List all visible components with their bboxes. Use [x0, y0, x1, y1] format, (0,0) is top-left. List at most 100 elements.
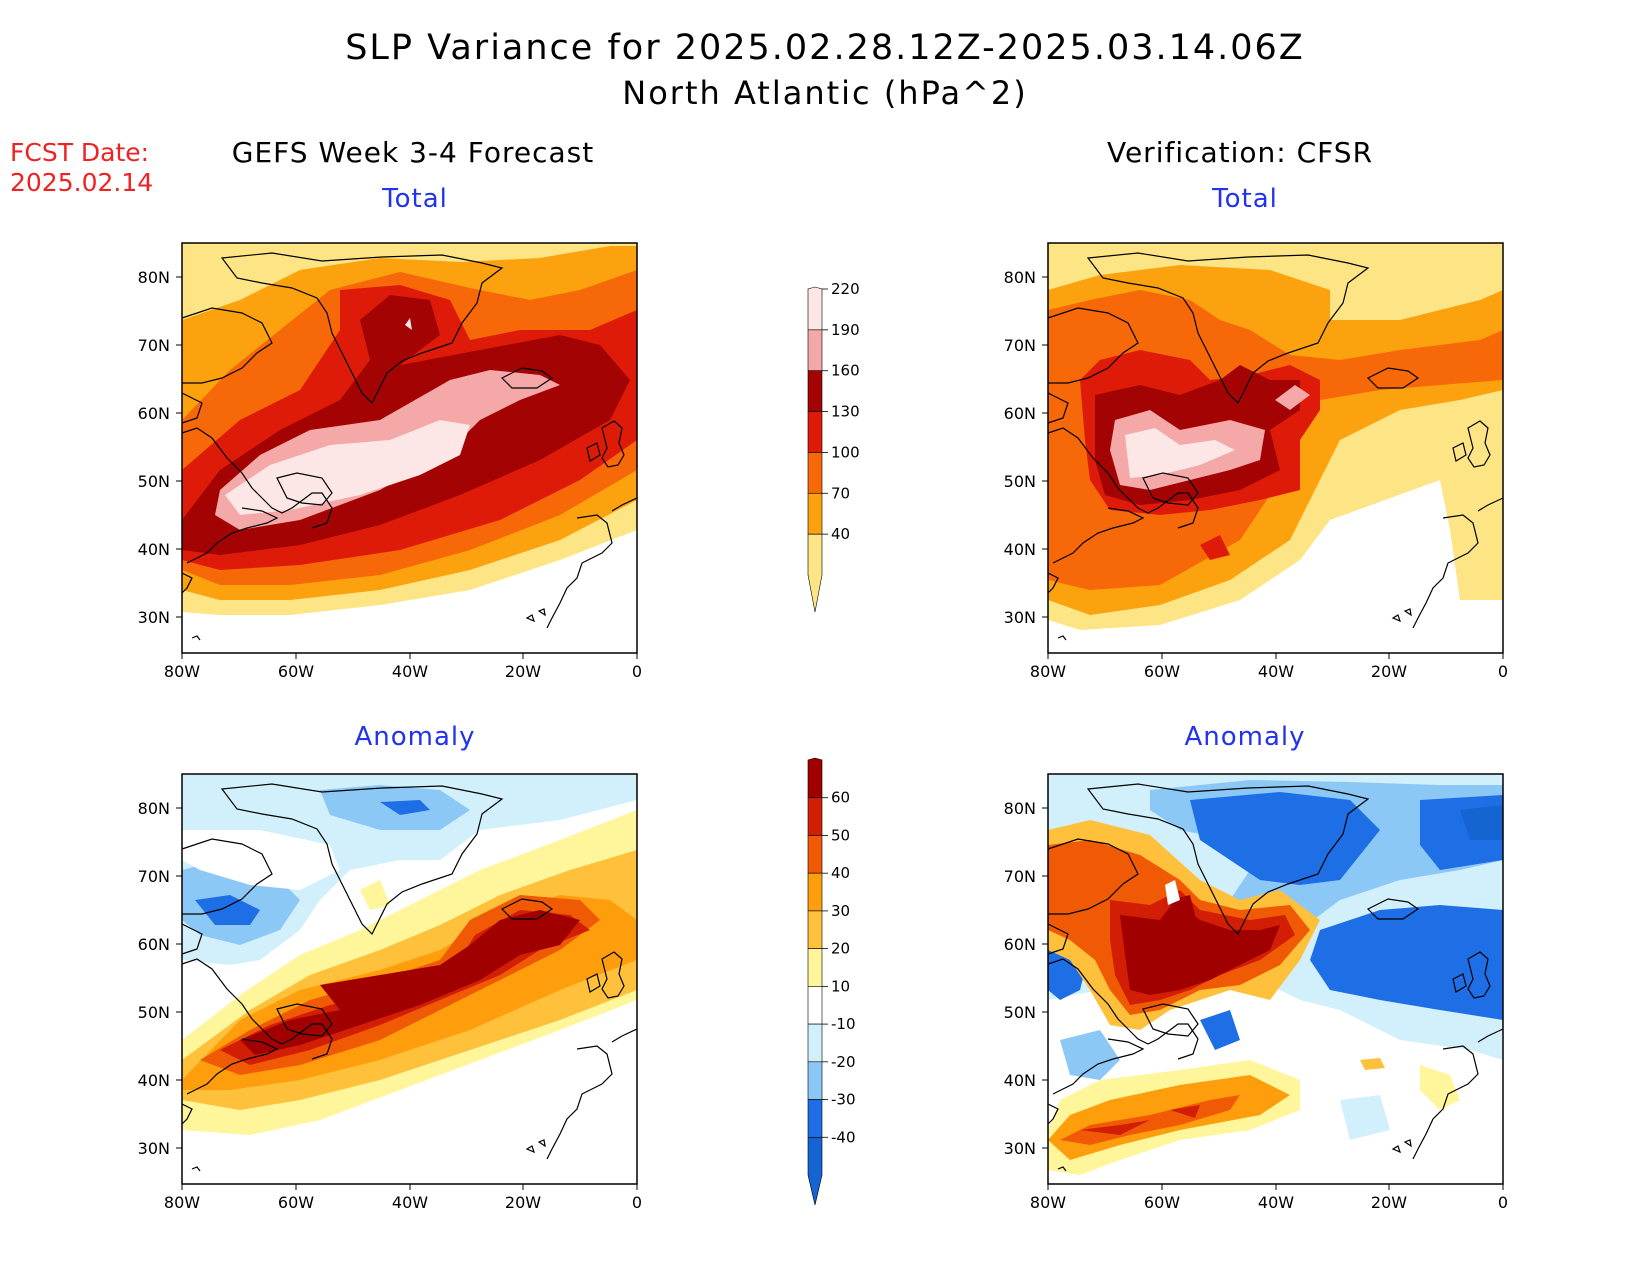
total-colorbar-bin	[807, 533, 823, 613]
lon-label-forecast-total: 80W	[164, 662, 200, 681]
total-colorbar-bin	[807, 370, 823, 412]
lat-label-forecast-total: 70N	[138, 336, 170, 355]
lon-label-forecast-anomaly: 40W	[392, 1193, 428, 1212]
verification-column-title: Verification: CFSR	[1106, 136, 1374, 169]
lat-label-forecast-total: 60N	[138, 404, 170, 423]
coastline-verification-anomaly	[1047, 783, 1504, 1172]
lon-label-verification-total: 0	[1498, 662, 1508, 681]
lat-label-forecast-anomaly: 30N	[138, 1139, 170, 1158]
anomaly-colorbar-label: -10	[831, 1015, 856, 1033]
coastline-forecast-total	[181, 252, 638, 641]
total-colorbar-bin	[807, 452, 823, 494]
lon-label-verification-anomaly: 40W	[1258, 1193, 1294, 1212]
lon-label-forecast-total: 20W	[505, 662, 541, 681]
lat-label-verification-anomaly: 80N	[1004, 799, 1036, 818]
lon-label-forecast-anomaly: 80W	[164, 1193, 200, 1212]
colorbars: 40 70 100 130 160 190 220 -40 -30 -20 -10 10 20 30 40 5…	[807, 280, 860, 1206]
total-colorbar-bin	[807, 492, 823, 535]
lat-label-forecast-anomaly: 40N	[138, 1071, 170, 1090]
lat-label-verification-total: 40N	[1004, 540, 1036, 559]
anomaly-colorbar-bin	[807, 835, 823, 874]
lat-label-verification-anomaly: 40N	[1004, 1071, 1036, 1090]
map-panel-forecast-anomaly	[182, 774, 637, 1184]
total-colorbar-label: 160	[831, 362, 860, 380]
lat-label-verification-total: 50N	[1004, 472, 1036, 491]
total-colorbar-label: 100	[831, 443, 860, 461]
anomaly-colorbar-bin	[807, 797, 823, 836]
forecast-column-title: GEFS Week 3-4 Forecast	[231, 136, 595, 169]
map-panel-verification-total	[1048, 243, 1503, 653]
lat-label-forecast-total: 40N	[138, 540, 170, 559]
lat-label-verification-anomaly: 30N	[1004, 1139, 1036, 1158]
lat-label-verification-total: 80N	[1004, 268, 1036, 287]
anomaly-colorbar-bin	[807, 948, 823, 987]
axis-ticks: 80N 70N 60N 50N 40N 30N 80W 60W 40W 20W 0 80N 70N 60N…	[138, 268, 1508, 1212]
fcst-date-value: 2025.02.14	[10, 168, 154, 197]
lat-label-forecast-total: 80N	[138, 268, 170, 287]
anomaly-colorbar-label: 60	[831, 789, 850, 807]
total-colorbar-bin	[807, 411, 823, 453]
forecast-total-title: Total	[382, 184, 448, 214]
lon-label-verification-total: 80W	[1030, 662, 1066, 681]
lon-label-verification-anomaly: 0	[1498, 1193, 1508, 1212]
lat-label-forecast-anomaly: 60N	[138, 935, 170, 954]
total-colorbar-bin	[807, 329, 823, 372]
coastline-verification-total	[1047, 252, 1504, 641]
anomaly-colorbar-label: 40	[831, 864, 850, 882]
anomaly-colorbar-label: 10	[831, 977, 850, 995]
total-colorbar-label: 70	[831, 484, 850, 502]
lon-label-verification-anomaly: 60W	[1144, 1193, 1180, 1212]
lon-label-verification-total: 20W	[1371, 662, 1407, 681]
forecast-anomaly-title: Anomaly	[354, 722, 476, 752]
lon-label-verification-total: 40W	[1258, 662, 1294, 681]
map-panel-verification-anomaly	[1048, 774, 1503, 1184]
lat-label-verification-total: 60N	[1004, 404, 1036, 423]
anomaly-colorbar-bin	[807, 1099, 823, 1138]
fcst-date-label: FCST Date:	[10, 138, 150, 167]
lat-label-forecast-total: 50N	[138, 472, 170, 491]
lat-label-forecast-anomaly: 80N	[138, 799, 170, 818]
total-colorbar-label: 220	[831, 280, 860, 298]
lat-label-verification-anomaly: 70N	[1004, 867, 1036, 886]
anomaly-colorbar-bin	[807, 872, 823, 912]
main-subtitle: North Atlantic (hPa^2)	[622, 74, 1028, 112]
lon-label-forecast-total: 40W	[392, 662, 428, 681]
lat-label-verification-anomaly: 50N	[1004, 1003, 1036, 1022]
map-panel-forecast-total	[182, 243, 637, 653]
verification-anomaly-title: Anomaly	[1184, 722, 1306, 752]
coastline-forecast-anomaly	[181, 783, 638, 1172]
anomaly-colorbar-label: -30	[831, 1091, 856, 1109]
anomaly-colorbar-bin	[807, 910, 823, 949]
lon-label-forecast-anomaly: 60W	[278, 1193, 314, 1212]
lon-label-forecast-anomaly: 20W	[505, 1193, 541, 1212]
lon-label-forecast-anomaly: 0	[632, 1193, 642, 1212]
lat-label-verification-total: 70N	[1004, 336, 1036, 355]
anomaly-colorbar-bin	[807, 986, 823, 1025]
lon-label-forecast-total: 60W	[278, 662, 314, 681]
total-colorbar-bin	[807, 286, 823, 331]
lon-label-verification-anomaly: 80W	[1030, 1193, 1066, 1212]
anomaly-colorbar-label: -40	[831, 1128, 856, 1146]
total-colorbar-label: 40	[831, 525, 850, 543]
main-title: SLP Variance for 2025.02.28.12Z-2025.03.…	[345, 28, 1305, 68]
anomaly-colorbar-label: -20	[831, 1053, 856, 1071]
lat-label-forecast-anomaly: 50N	[138, 1003, 170, 1022]
anomaly-colorbar-bin	[807, 1023, 823, 1063]
anomaly-colorbar-label: 50	[831, 826, 850, 844]
anomaly-colorbar-label: 30	[831, 902, 850, 920]
lat-label-forecast-anomaly: 70N	[138, 867, 170, 886]
lon-label-verification-total: 60W	[1144, 662, 1180, 681]
anomaly-colorbar-label: 20	[831, 940, 850, 958]
lat-label-forecast-total: 30N	[138, 608, 170, 627]
total-colorbar-label: 190	[831, 321, 860, 339]
lat-label-verification-total: 30N	[1004, 608, 1036, 627]
lat-label-verification-anomaly: 60N	[1004, 935, 1036, 954]
anomaly-colorbar-bin	[807, 757, 823, 799]
anomaly-colorbar-bin	[807, 1136, 823, 1206]
coastlines	[181, 252, 1504, 1172]
total-colorbar-label: 130	[831, 403, 860, 421]
lon-label-verification-anomaly: 20W	[1371, 1193, 1407, 1212]
lon-label-forecast-total: 0	[632, 662, 642, 681]
verification-total-title: Total	[1212, 184, 1278, 214]
